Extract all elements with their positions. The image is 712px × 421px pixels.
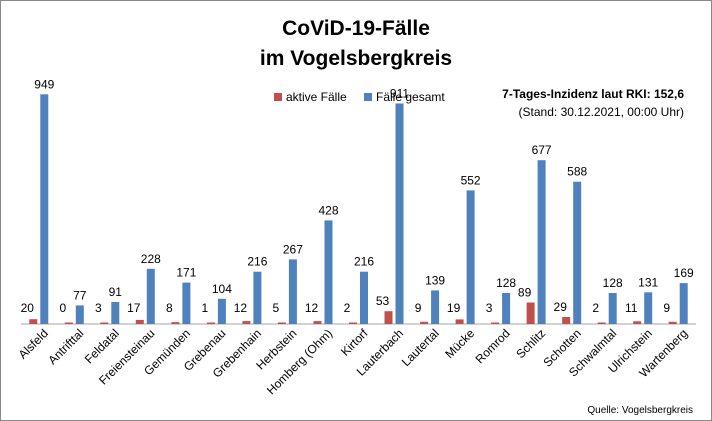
bar-faelle-gesamt-ulrichstein [644,292,653,324]
legend-swatch-aktive-faelle [274,93,282,101]
data-label-aktive-faelle-feldatal: 3 [95,301,102,315]
bar-faelle-gesamt-alsfeld [40,94,49,324]
data-label-aktive-faelle-schlitz: 89 [518,286,532,300]
bar-faelle-gesamt-freiensteinau [146,268,155,324]
legend-label-aktive-faelle: aktive Fälle [286,90,347,104]
bar-aktive-faelle-wartenberg [668,321,677,324]
data-label-aktive-faelle-lautertal: 9 [415,301,422,315]
data-label-faelle-gesamt-schotten: 588 [567,165,587,179]
bar-aktive-faelle-lauterbach [384,311,393,324]
bar-aktive-faelle-schwalmtal [597,322,606,324]
bar-aktive-faelle-kirtorf [349,322,357,324]
bar-aktive-faelle-ulrichstein [633,321,642,324]
data-label-faelle-gesamt-schlitz: 677 [532,143,552,157]
bar-aktive-faelle-alsfeld [29,319,38,324]
bar-aktive-faelle-homberg-ohm [313,321,322,324]
data-label-aktive-faelle-wartenberg: 9 [663,301,670,315]
bar-faelle-gesamt-grebenhain [253,271,262,324]
stand-annotation: (Stand: 30.12.2021, 00:00 Uhr) [519,105,684,119]
data-label-aktive-faelle-lauterbach: 53 [376,294,390,308]
data-label-aktive-faelle-schotten: 29 [554,300,568,314]
category-label-lautertal: Lautertal [399,326,442,369]
bar-faelle-gesamt-lautertal [431,290,440,324]
data-label-aktive-faelle-grebenau: 1 [202,301,209,315]
bar-faelle-gesamt-antrifttal [75,305,84,324]
legend: aktive Fälle Fälle gesamt [274,90,445,104]
data-label-aktive-faelle-homberg-ohm: 12 [305,301,319,315]
bar-aktive-faelle-freiensteinau [135,319,144,324]
bar-aktive-faelle-muecke [455,319,464,324]
data-label-faelle-gesamt-feldatal: 91 [109,285,123,299]
bar-aktive-faelle-feldatal [100,322,109,324]
bar-aktive-faelle-schlitz [526,302,535,324]
data-label-aktive-faelle-schwalmtal: 2 [592,301,599,315]
category-label-homberg-ohm: Homberg (Ohm) [264,326,335,397]
bar-aktive-faelle-grebenau [206,322,215,324]
legend-label-faelle-gesamt: Fälle gesamt [376,90,445,104]
bar-faelle-gesamt-muecke [466,190,475,324]
data-label-aktive-faelle-ulrichstein: 11 [625,301,638,315]
data-label-faelle-gesamt-romrod: 128 [496,276,516,290]
source-note: Quelle: Vogelsbergkreis [587,405,693,416]
bar-faelle-gesamt-homberg-ohm [324,220,333,324]
category-label-antrifttal: Antrifttal [45,326,86,367]
data-label-faelle-gesamt-alsfeld: 949 [34,77,54,91]
legend-swatch-faelle-gesamt [364,93,372,101]
data-label-faelle-gesamt-herbstein: 267 [283,242,303,256]
bar-faelle-gesamt-wartenberg [679,283,688,324]
data-label-faelle-gesamt-freiensteinau: 228 [141,252,161,266]
bar-faelle-gesamt-schlitz [537,160,546,324]
data-label-aktive-faelle-alsfeld: 20 [21,301,35,315]
data-label-faelle-gesamt-muecke: 552 [461,173,481,187]
data-label-faelle-gesamt-wartenberg: 169 [674,266,694,280]
incidence-annotation: 7-Tages-Inzidenz laut RKI: 152,6 [502,87,684,101]
bar-aktive-faelle-romrod [491,322,500,324]
bar-faelle-gesamt-schwalmtal [608,293,617,324]
bar-aktive-faelle-antrifttal [64,322,73,324]
bar-faelle-gesamt-lauterbach [395,103,404,324]
category-label-kirtorf: Kirtorf [338,326,371,359]
data-label-aktive-faelle-herbstein: 5 [273,301,280,315]
data-label-aktive-faelle-grebenhain: 12 [234,301,248,315]
bar-faelle-gesamt-kirtorf [360,271,368,324]
data-label-faelle-gesamt-kirtorf: 216 [354,255,374,269]
bar-faelle-gesamt-gemuenden [182,282,191,324]
bar-aktive-faelle-gemuenden [171,322,180,324]
bar-faelle-gesamt-grebenau [217,298,226,324]
chart-title-line-2: im Vogelsbergkreis [260,47,452,70]
bar-faelle-gesamt-schotten [573,181,582,324]
data-label-faelle-gesamt-lauterbach: 911 [390,87,409,101]
labels-layer: 20949Alsfeld077Antrifttal391Feldatal1722… [16,77,694,397]
data-label-aktive-faelle-romrod: 3 [486,301,493,315]
data-label-faelle-gesamt-antrifttal: 77 [73,288,87,302]
bars-layer [29,94,688,324]
data-label-aktive-faelle-gemuenden: 8 [166,301,173,315]
category-label-romrod: Romrod [473,326,513,366]
data-label-aktive-faelle-muecke: 19 [447,301,461,315]
data-label-aktive-faelle-kirtorf: 2 [344,301,351,315]
data-label-faelle-gesamt-lautertal: 139 [425,273,445,287]
bar-faelle-gesamt-herbstein [288,259,297,324]
data-label-faelle-gesamt-homberg-ohm: 428 [318,203,338,217]
bar-faelle-gesamt-feldatal [111,302,120,324]
data-label-faelle-gesamt-ulrichstein: 131 [638,275,658,289]
bar-aktive-faelle-schotten [562,317,571,324]
bar-aktive-faelle-lautertal [420,321,429,324]
bar-aktive-faelle-herbstein [277,322,286,324]
data-label-faelle-gesamt-grebenau: 104 [212,282,232,296]
data-label-aktive-faelle-freiensteinau: 17 [127,301,141,315]
data-label-faelle-gesamt-grebenhain: 216 [247,255,267,269]
data-label-aktive-faelle-antrifttal: 0 [59,301,66,315]
data-label-faelle-gesamt-schwalmtal: 128 [603,276,623,290]
bar-aktive-faelle-grebenhain [242,321,251,324]
data-label-faelle-gesamt-gemuenden: 171 [176,266,196,280]
bar-faelle-gesamt-romrod [502,293,511,324]
chart-title-line-1: CoViD-19-Fälle [282,17,430,40]
